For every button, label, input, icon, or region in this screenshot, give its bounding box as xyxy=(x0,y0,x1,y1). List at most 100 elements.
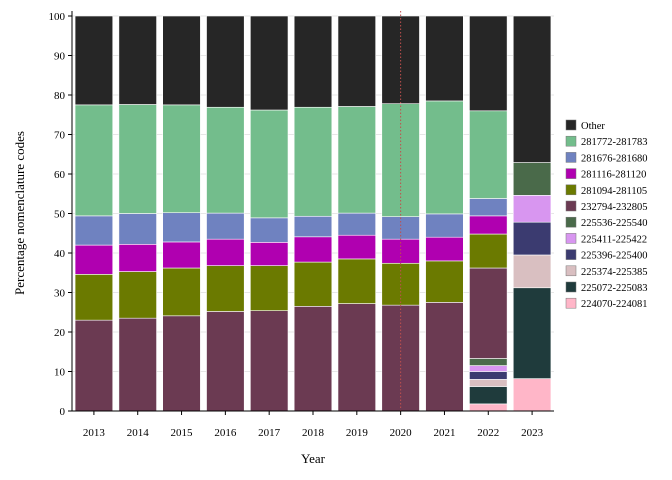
bar-segment xyxy=(206,238,245,266)
bar-segment xyxy=(469,110,508,199)
bar-segment xyxy=(162,267,201,317)
bar-segment xyxy=(206,311,245,412)
bar-segment xyxy=(512,254,552,289)
bar-segment xyxy=(118,213,157,245)
bar-segment xyxy=(250,217,289,243)
bar-segment xyxy=(206,212,245,240)
x-tick-label: 2014 xyxy=(127,427,150,439)
bar-segment xyxy=(162,104,201,214)
y-tick-label: 70 xyxy=(54,130,66,142)
axes: 0 10 20 30 40 50 60 70 80 90 100 2013 2014 2015 2016 20… xyxy=(49,11,554,439)
bar-segment xyxy=(293,15,333,108)
legend: Other 281772-281783 281676-281680 281116-28… xyxy=(565,119,648,310)
bar-segment xyxy=(425,260,464,303)
bar-segment xyxy=(118,244,157,272)
y-tick-label: 40 xyxy=(54,248,66,260)
bar-segment xyxy=(162,241,201,269)
bar-segment xyxy=(250,265,289,311)
bar-segment xyxy=(469,215,508,235)
bar-segment xyxy=(337,106,376,214)
bar-segment xyxy=(337,15,376,107)
bar-segment xyxy=(469,365,508,372)
legend-label: Other xyxy=(581,121,605,132)
legend-label: 281676-281680 xyxy=(581,153,648,164)
bar-segment xyxy=(206,265,245,312)
bar-segment xyxy=(337,303,376,412)
bar-segment xyxy=(425,100,464,215)
bar-segment xyxy=(425,236,464,262)
bar-segment xyxy=(293,236,333,263)
bar-segment xyxy=(293,106,333,217)
bar-segment xyxy=(118,104,157,214)
bar-segment xyxy=(512,378,552,412)
bar-segment xyxy=(469,403,508,412)
legend-swatch xyxy=(565,297,577,309)
legend-swatch xyxy=(565,265,577,277)
legend-label: 225374-225385 xyxy=(581,267,648,278)
legend-swatch xyxy=(565,152,577,163)
bar-segment xyxy=(118,15,157,105)
x-tick-label: 2022 xyxy=(477,427,499,439)
legend-swatch xyxy=(565,135,577,147)
legend-swatch xyxy=(565,216,577,228)
bar-segment xyxy=(293,261,333,307)
legend-label: 281094-281105 xyxy=(581,186,647,197)
bar-segment xyxy=(512,162,552,196)
legend-label: 225536-225540 xyxy=(581,218,648,229)
x-tick-label: 2017 xyxy=(258,427,281,439)
legend-label: 225411-225422 xyxy=(581,234,647,245)
bar-segment xyxy=(337,234,376,260)
bar-segment xyxy=(206,15,245,108)
y-tick-label: 80 xyxy=(54,90,66,102)
x-tick-label: 2016 xyxy=(214,427,237,439)
bar-segment xyxy=(250,242,289,266)
legend-swatch xyxy=(565,168,577,179)
legend-label: 232794-232805 xyxy=(581,202,648,213)
legend-label: 281116-281120 xyxy=(581,170,646,181)
y-tick-label: 100 xyxy=(49,11,66,23)
y-tick-label: 50 xyxy=(54,209,66,221)
y-tick-label: 60 xyxy=(54,169,66,181)
bar-segment xyxy=(337,258,376,304)
bar-segment xyxy=(250,109,289,219)
legend-swatch xyxy=(565,119,577,131)
x-tick-label: 2019 xyxy=(346,427,369,439)
bar-segment xyxy=(512,15,552,163)
bar-segment xyxy=(512,195,552,223)
y-tick-label: 20 xyxy=(54,327,66,339)
bar-segment xyxy=(250,15,289,111)
legend-swatch xyxy=(565,249,577,260)
bar-segment xyxy=(425,15,464,102)
x-tick-label: 2021 xyxy=(433,427,455,439)
bar-segment xyxy=(250,310,289,412)
legend-label: 281772-281783 xyxy=(581,137,648,148)
x-tick-label: 2020 xyxy=(390,427,413,439)
legend-label: 225072-225083 xyxy=(581,283,648,294)
bar-segment xyxy=(74,215,114,246)
bar-segment xyxy=(206,106,245,214)
bar-segment xyxy=(425,302,464,412)
legend-swatch xyxy=(565,233,577,244)
bar-segment xyxy=(469,198,508,217)
bar-segment xyxy=(74,104,114,217)
legend-label: 224070-224081 xyxy=(581,299,648,310)
bar-segment xyxy=(162,315,201,412)
x-axis-title: Year xyxy=(301,451,326,466)
bar-segment xyxy=(293,306,333,412)
bar-segment xyxy=(469,15,508,112)
bar-segment xyxy=(425,213,464,238)
y-axis-title: Percentage nomenclature codes xyxy=(12,131,27,295)
legend-label: 225396-225400 xyxy=(581,251,648,262)
bars xyxy=(74,15,552,412)
bar-segment xyxy=(512,221,552,256)
bar-segment xyxy=(469,267,508,359)
y-tick-label: 90 xyxy=(54,51,66,63)
bar-segment xyxy=(118,317,157,412)
y-tick-label: 10 xyxy=(54,367,66,379)
legend-swatch xyxy=(565,200,577,212)
x-tick-label: 2018 xyxy=(302,427,325,439)
bar-segment xyxy=(74,274,114,321)
bar-segment xyxy=(469,358,508,366)
bar-segment xyxy=(469,371,508,380)
